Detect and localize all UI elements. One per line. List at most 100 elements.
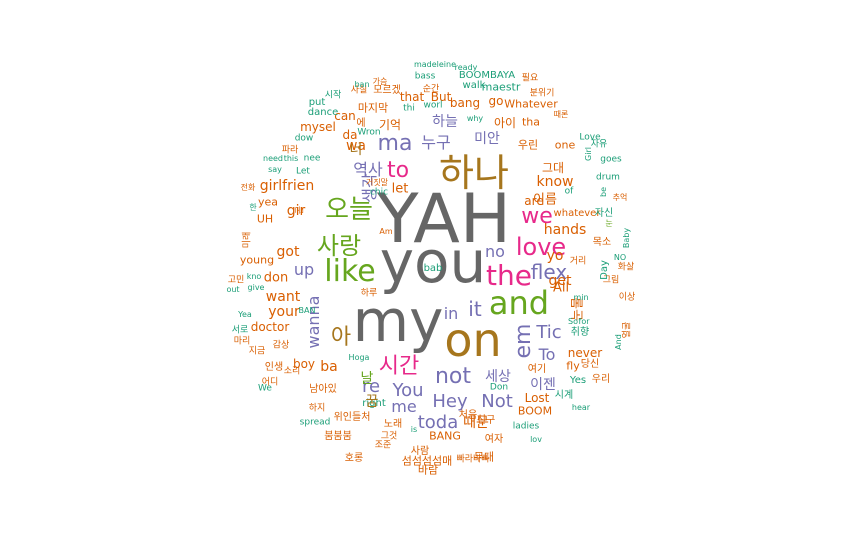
word-cloud-word: 파라: [281, 145, 299, 156]
word-cloud-word: 하나: [439, 151, 509, 195]
word-cloud-word: BANG: [429, 429, 461, 443]
word-cloud-word: Hey: [432, 391, 468, 412]
word-cloud-word: em: [511, 323, 536, 359]
word-cloud-word: why: [466, 114, 484, 123]
word-cloud-word: love: [515, 233, 567, 261]
word-cloud-word: gir: [286, 203, 306, 219]
word-cloud-word: Girl: [584, 147, 593, 161]
word-cloud-word: min: [573, 293, 589, 302]
word-cloud-word: 마리: [233, 336, 251, 347]
word-cloud-word: put: [308, 97, 326, 108]
word-cloud-word: say: [268, 165, 282, 174]
word-cloud-word: 감상: [272, 340, 290, 351]
word-cloud-word: 사랑: [316, 232, 362, 260]
word-cloud-word: 꿈: [365, 394, 379, 410]
word-cloud-word: 오늘: [325, 195, 373, 225]
word-cloud-word: 무대: [473, 450, 495, 464]
word-cloud-word: hear: [571, 403, 591, 412]
word-cloud-word: 남아있: [309, 384, 337, 395]
word-cloud-word: 눈: [605, 219, 613, 228]
word-cloud-word: Am: [379, 227, 393, 236]
word-cloud-word: Hoga: [348, 353, 370, 362]
word-cloud-word: All: [552, 280, 570, 296]
word-cloud-word: 곤: [295, 205, 306, 215]
word-cloud-word: go: [488, 94, 504, 108]
word-cloud-word: 사람: [410, 446, 430, 457]
word-cloud-word: you: [379, 228, 487, 296]
word-cloud-word: 필요: [521, 73, 539, 84]
word-cloud-word: 아이: [493, 116, 517, 130]
word-cloud-word: 역사: [353, 160, 383, 179]
word-cloud-word: to: [386, 158, 410, 183]
word-cloud-word: 하늘: [432, 114, 458, 130]
word-cloud-word: We: [258, 383, 272, 394]
word-cloud-word: of: [564, 186, 574, 197]
word-cloud-word: can: [334, 109, 356, 123]
word-cloud-word: dow: [294, 133, 314, 144]
word-cloud-word: But: [430, 90, 452, 104]
word-cloud-word: boy: [292, 357, 316, 371]
word-cloud-word: 여자: [484, 434, 504, 445]
word-cloud-word: 그대: [541, 161, 565, 175]
word-cloud-word: 너: [349, 142, 363, 158]
word-cloud-word: your: [268, 304, 300, 320]
word-cloud-word: Tic: [536, 322, 562, 343]
word-cloud-word: Yes: [569, 375, 587, 386]
word-cloud-word: 고민: [227, 275, 245, 286]
word-cloud-word: walk: [462, 80, 486, 91]
word-cloud-word: are: [524, 194, 544, 208]
word-cloud-word: 자신: [594, 208, 614, 219]
word-cloud-word: wa: [345, 138, 367, 154]
word-cloud-word: 지금: [248, 346, 266, 357]
word-cloud-word: BOOMBAYA: [458, 70, 516, 81]
word-cloud-word: in: [443, 304, 459, 323]
word-cloud-word: thi: [403, 103, 415, 114]
word-cloud-word: Baby: [622, 227, 631, 249]
word-cloud-word: drum: [596, 172, 620, 183]
word-cloud-word: ba: [320, 359, 338, 375]
word-cloud-word: be: [599, 187, 608, 197]
word-cloud-word: ban: [354, 80, 370, 89]
word-cloud-word: Whatever: [504, 97, 558, 111]
word-cloud-word: chic: [369, 187, 389, 198]
word-cloud-word: Don: [489, 382, 509, 393]
word-cloud-word: 미래: [242, 231, 253, 249]
word-cloud-word: lov: [530, 435, 542, 444]
word-cloud-word: know: [536, 174, 574, 190]
word-cloud-word: So: [568, 317, 578, 326]
word-cloud-word: 바람: [417, 463, 439, 477]
word-cloud-word: 아: [330, 325, 352, 350]
word-cloud-word: 전화: [240, 183, 256, 192]
word-cloud-word: don: [263, 270, 289, 286]
word-cloud-word: no: [485, 242, 505, 261]
word-cloud-word: 시작: [324, 90, 342, 101]
word-cloud-word: and: [488, 284, 550, 322]
word-cloud-word: yea: [257, 195, 279, 209]
word-cloud-word: 거리: [569, 256, 587, 267]
word-cloud-word: never: [567, 346, 603, 360]
word-cloud-word: give: [247, 283, 265, 292]
word-cloud-word: tha: [521, 115, 541, 129]
word-cloud-word: Wron: [357, 127, 381, 138]
word-cloud-word: kno: [246, 272, 262, 281]
word-cloud-word: Yea: [238, 310, 252, 319]
word-cloud-word: Not: [481, 391, 513, 412]
word-cloud-word: toda: [417, 412, 459, 433]
word-cloud-word: 마지막: [357, 101, 389, 115]
word-cloud-word: 서로: [231, 325, 249, 336]
word-cloud-word: yo: [546, 248, 564, 264]
word-cloud-word: To: [538, 345, 556, 364]
word-cloud-word: let: [391, 181, 409, 197]
word-cloud-word: this: [283, 154, 299, 163]
word-cloud-word: 섬섬섬섬매: [401, 454, 453, 468]
word-cloud-word: 그것: [380, 431, 398, 442]
word-cloud-word: 순간: [422, 84, 440, 95]
word-cloud-word: my: [352, 287, 444, 355]
word-cloud-word: 인생: [264, 362, 284, 373]
word-cloud-word: 분위기: [529, 88, 555, 99]
word-cloud-word: got: [276, 244, 300, 260]
word-cloud-word: doctor: [250, 320, 290, 334]
word-cloud-word: spread: [299, 417, 331, 428]
word-cloud-word: bang: [449, 96, 481, 110]
